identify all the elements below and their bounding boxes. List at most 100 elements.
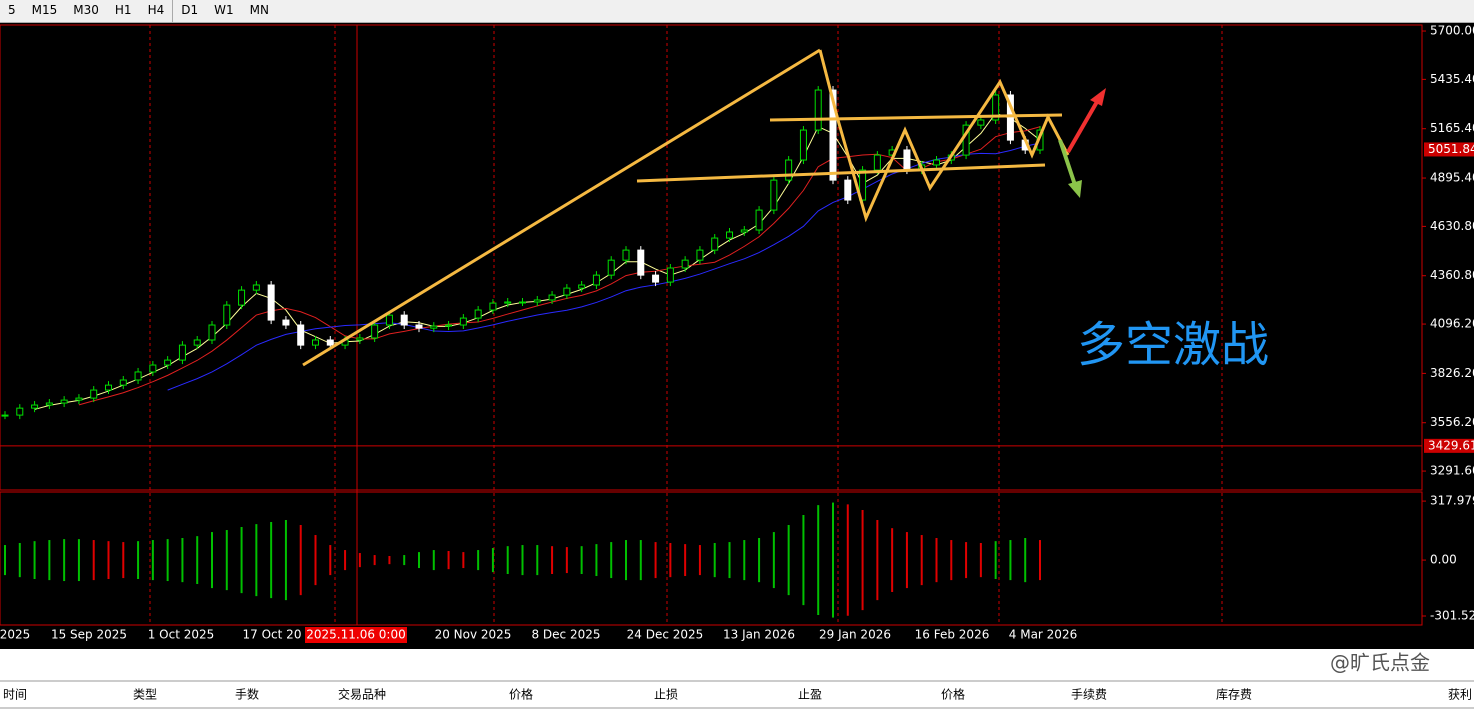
timeframe-button[interactable]: M30 (73, 3, 99, 17)
column-header[interactable]: 库存费 (1216, 687, 1252, 702)
candle-body (548, 294, 556, 301)
chart-background (0, 23, 1474, 649)
candle-body (356, 337, 364, 341)
column-header[interactable]: 价格 (941, 687, 965, 702)
candle-body (592, 274, 600, 286)
column-header[interactable]: 价格 (509, 687, 533, 702)
y-tick-label: 5165.40 (1430, 121, 1474, 135)
candle-body (208, 324, 216, 341)
timeframe-toolbar: 5 M15 M30 H1 H4 D1 W1 MN (0, 0, 1474, 23)
candle-body (415, 324, 423, 329)
crosshair-badge (305, 627, 407, 643)
candle-body (400, 314, 408, 326)
down-arrow (1058, 139, 1077, 186)
timeframe-button[interactable]: M15 (31, 3, 58, 17)
candle-body (859, 169, 867, 201)
price-label: 3429.61 (1428, 438, 1474, 452)
column-header[interactable]: 止损 (654, 688, 678, 702)
timeframe-button[interactable]: H1 (114, 3, 132, 17)
candle-body (666, 267, 674, 283)
trend-drawings (302, 48, 1070, 367)
y-tick-label: 3556.20 (1430, 415, 1474, 429)
timeframe-button[interactable]: 5 (8, 3, 16, 17)
candle-body (60, 399, 68, 404)
y-tick-label: 4096.20 (1430, 317, 1474, 331)
candle-body (252, 284, 260, 291)
candle-body (430, 325, 438, 329)
column-header[interactable]: 类型 (133, 688, 157, 702)
timeframe-button[interactable]: W1 (214, 3, 234, 17)
candle-body (282, 319, 290, 326)
candle-body (933, 159, 940, 166)
x-tick-label: 13 Jan 2026 (723, 628, 795, 642)
x-tick-label: 15 Sep 2025 (51, 628, 127, 642)
candle-body (977, 119, 985, 126)
candle-body (134, 371, 142, 381)
indicator-frame (0, 491, 1423, 626)
candle-body (1006, 94, 1014, 141)
column-header[interactable]: 手续费 (1071, 688, 1107, 702)
column-header[interactable]: 交易品种 (338, 687, 386, 702)
candle-body (326, 339, 334, 346)
candle-body (238, 289, 246, 306)
candle-body (193, 339, 201, 346)
down-arrow-head (1068, 180, 1082, 198)
candle-body (223, 304, 231, 326)
x-tick-label: 24 Dec 2025 (627, 628, 704, 642)
candle-body (519, 301, 526, 304)
column-header[interactable]: 时间 (3, 688, 27, 702)
candle-body (637, 249, 645, 276)
candle-body (445, 324, 453, 327)
x-tick-label: 16 Feb 2026 (915, 628, 990, 642)
candle-body (267, 284, 275, 321)
candle-body (622, 249, 630, 261)
timeframe-button[interactable]: MN (249, 3, 269, 17)
candle-body (489, 302, 497, 311)
arrows (1058, 88, 1106, 198)
candle-body (297, 324, 305, 346)
main-frame (0, 24, 1423, 491)
y-tick-label: 4895.40 (1430, 171, 1474, 185)
candle-body (105, 384, 112, 391)
candle-body (149, 364, 157, 373)
y-tick-label: 3826.20 (1430, 366, 1474, 380)
column-header[interactable]: 止盈 (798, 688, 822, 702)
support-line (636, 163, 1046, 183)
candle-body (696, 249, 704, 261)
candle-body (119, 379, 127, 386)
annotation: 多空激战 (1077, 317, 1269, 373)
y-tick-label: 4360.80 (1430, 268, 1474, 282)
candle-body (459, 317, 467, 326)
y-tick-label: 5435.40 (1430, 72, 1474, 86)
candle-body (1, 414, 9, 417)
timeframe-button[interactable]: H4 (147, 3, 165, 17)
x-tick-label: 1 Oct 2025 (148, 628, 215, 642)
candle-body (814, 89, 822, 131)
price-badge (1424, 142, 1474, 157)
column-header[interactable]: 手数 (235, 687, 259, 702)
y-tick-label: 4630.80 (1430, 219, 1474, 233)
candle-body (474, 309, 482, 319)
candle-body (164, 359, 172, 366)
resistance-line (769, 113, 1063, 122)
candle-body (873, 154, 881, 171)
y-tick-label: 0.00 (1430, 553, 1457, 567)
y-tick-label: 5700.00 (1430, 24, 1474, 38)
watermark: @旷氏点金 (1330, 651, 1430, 675)
candle-body (829, 89, 837, 181)
x-tick-label: 29 Jan 2026 (819, 628, 891, 642)
column-header[interactable]: 获利 (1448, 688, 1472, 702)
candle-body (652, 274, 660, 283)
candle-body (31, 404, 39, 409)
candle-body (726, 231, 733, 239)
candle-body (178, 344, 186, 361)
candle-body (312, 339, 319, 346)
timeframe-button[interactable]: D1 (172, 0, 206, 22)
y-tick-label: 3291.60 (1430, 464, 1474, 478)
up-arrow-head (1090, 88, 1106, 106)
candle-body (45, 402, 53, 406)
trend-line (302, 48, 821, 367)
candle-body (504, 301, 512, 304)
